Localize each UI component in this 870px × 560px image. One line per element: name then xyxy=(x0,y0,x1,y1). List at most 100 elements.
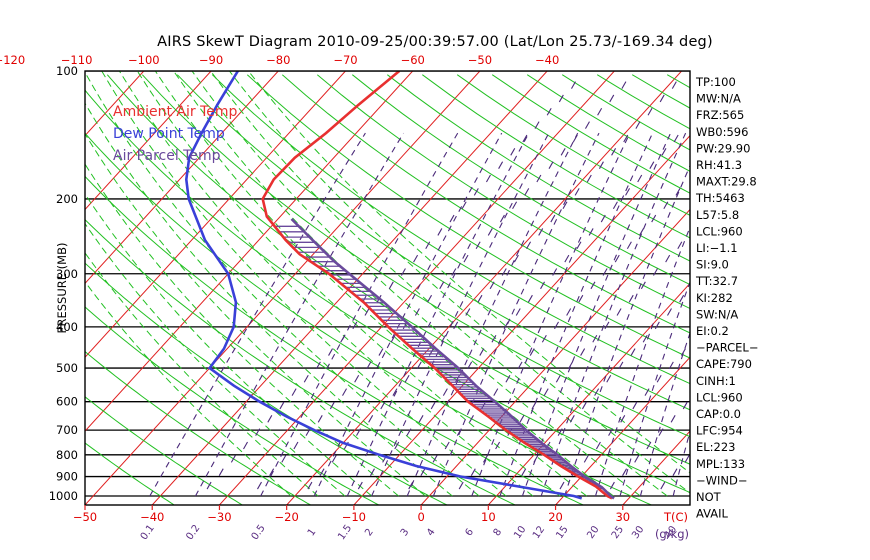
wind-barb-tick xyxy=(541,334,547,343)
wind-barb-tick xyxy=(510,148,516,156)
wind-barb-tick xyxy=(392,388,398,396)
index-tp-100: TP:100 xyxy=(695,75,736,89)
top-temp-tick-label: −100 xyxy=(128,53,160,67)
top-temp-tick-label: −50 xyxy=(468,53,492,67)
wind-barb-tick xyxy=(557,428,563,436)
wind-barb-tick xyxy=(505,374,511,383)
wind-barb-tick xyxy=(656,374,662,383)
wind-barb-tick xyxy=(307,481,313,490)
wind-barb-tick xyxy=(626,241,632,250)
dry-adiabat-line xyxy=(316,74,690,310)
bottom-temp-tick-label: 30 xyxy=(615,510,630,524)
series-line-dew-point-temp xyxy=(184,71,583,500)
wind-barb-tick xyxy=(430,401,436,410)
wind-barb-tick xyxy=(668,361,674,370)
moist-adiabat-line xyxy=(248,71,690,474)
wind-barb-tick xyxy=(489,281,495,290)
isotherm-line xyxy=(85,71,346,359)
wind-barb-tick xyxy=(642,334,648,343)
wind-barb-tick xyxy=(665,254,671,263)
wind-barb-tick xyxy=(531,401,537,410)
wind-barb-tick xyxy=(663,201,669,210)
wind-barb-tick xyxy=(400,268,406,276)
mixing-ratio-tick-label: 6 xyxy=(463,527,476,539)
legend-item-0: Ambient Air Temp xyxy=(113,104,238,120)
wind-barb-tick xyxy=(255,428,261,436)
wind-barb-tick xyxy=(519,415,525,423)
index-el-223: EL:223 xyxy=(696,440,736,454)
wind-barb-tick xyxy=(672,468,678,476)
series-line-air-parcel-temp xyxy=(290,218,615,500)
wind-barb-tick xyxy=(548,161,554,169)
wind-barb-tick xyxy=(293,441,299,450)
moist-adiabat-line xyxy=(85,193,373,497)
index-cinh-1: CINH:1 xyxy=(696,374,736,388)
x-axis-label-temperature: T(C) xyxy=(663,510,688,524)
wind-barb-tick xyxy=(630,348,636,356)
wind-barb-tick xyxy=(609,481,615,490)
wind-barb-tick xyxy=(682,401,688,410)
wind-barb-tick xyxy=(475,241,481,250)
wind-barb-tick xyxy=(503,321,509,330)
index-avail: AVAIL xyxy=(696,507,729,521)
wind-barb-tick xyxy=(586,174,592,183)
wind-barb-tick xyxy=(380,401,386,410)
wind-barb-tick xyxy=(331,455,337,463)
wind-barb-tick xyxy=(368,415,374,423)
wind-barb-tick xyxy=(598,161,604,169)
wind-barb-tick xyxy=(675,188,681,196)
wind-barb-tick xyxy=(534,121,540,129)
wind-barb-tick xyxy=(206,481,212,490)
isotherm-line xyxy=(487,282,690,505)
wind-barb-tick xyxy=(597,108,603,116)
index-tt-32-7: TT:32.7 xyxy=(695,274,738,288)
wind-barb-tick xyxy=(572,134,578,143)
index-si-9-0: SI:9.0 xyxy=(696,258,729,272)
wind-barb-tick xyxy=(604,321,610,330)
wind-barb-tick xyxy=(621,81,627,89)
series-line-ambient-air-temp xyxy=(261,71,613,500)
wind-barb-tick xyxy=(578,294,584,303)
wind-barb-tick xyxy=(522,134,528,143)
wind-barb-tick xyxy=(329,401,335,410)
mixing-ratio-line xyxy=(499,132,654,497)
moist-adiabat-line xyxy=(118,71,534,497)
wind-barb-tick xyxy=(608,428,614,436)
wind-barb-tick xyxy=(560,148,566,156)
wind-barb-tick xyxy=(414,308,420,316)
wind-barb-tick xyxy=(420,468,426,476)
wind-barb-tick xyxy=(651,214,657,223)
moist-adiabat-line xyxy=(229,71,690,494)
mixing-ratio-line xyxy=(313,132,503,497)
wind-barb-tick xyxy=(566,308,572,316)
wind-barb-tick xyxy=(352,321,358,330)
wind-barb-tick xyxy=(526,241,532,250)
dry-adiabat-line xyxy=(85,350,311,505)
wind-barb-tick xyxy=(581,401,587,410)
wind-barb-tick xyxy=(543,388,549,396)
top-temperature-axis: −120 −110 −100 −90 −80 −70 −60 −50 −40 xyxy=(0,53,559,67)
wind-barb-tick xyxy=(487,228,493,236)
top-temp-tick-label: −90 xyxy=(199,53,223,67)
wind-barb-tick xyxy=(628,294,634,303)
wind-barb-tick xyxy=(540,281,546,290)
wind-barb-tick xyxy=(394,441,400,450)
moist-adiabat-line xyxy=(154,71,587,497)
dry-adiabat-line xyxy=(85,396,243,505)
wind-barb-tick xyxy=(594,388,600,396)
bottom-temp-tick-label: −10 xyxy=(342,510,366,524)
wind-barb-tick xyxy=(680,348,686,356)
x-axis-label-mixing-ratio: (g/kg) xyxy=(655,527,689,541)
isotherm-line xyxy=(85,71,414,432)
legend: Ambient Air Temp Dew Point Temp Air Parcel… xyxy=(113,104,238,164)
wind-barb-tick xyxy=(616,308,622,316)
pressure-tick-label: 900 xyxy=(56,470,78,484)
wind-barb-tick xyxy=(590,281,596,290)
moist-adiabat-line xyxy=(85,222,346,497)
mixing-ratio-tick-label: 2 xyxy=(363,527,376,539)
index-li-1-1: LI:−1.1 xyxy=(696,241,738,255)
pressure-tick-label: 100 xyxy=(56,64,78,78)
wind-barb-tick xyxy=(606,374,612,383)
